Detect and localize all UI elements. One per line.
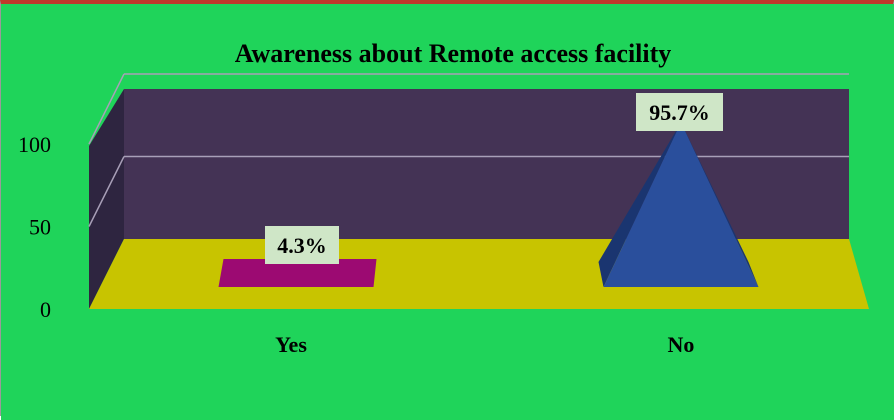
category-labels: Yes No	[275, 332, 694, 357]
chart-plot: Awareness about Remote access facility 0…	[1, 4, 894, 420]
y-tick-label: 50	[29, 215, 51, 240]
side-wall	[89, 89, 124, 309]
category-label-no: No	[668, 332, 695, 357]
category-label-yes: Yes	[275, 332, 307, 357]
data-label-text: 95.7%	[649, 100, 710, 125]
y-axis-ticks: 0 50 100	[18, 132, 51, 322]
gridlines	[88, 73, 849, 227]
data-label: 95.7%	[636, 93, 723, 131]
data-label: 4.3%	[265, 226, 339, 264]
back-wall	[124, 89, 849, 239]
data-label-box	[636, 93, 723, 131]
data-labels: 4.3% 95.7%	[265, 93, 723, 264]
data-label-text: 4.3%	[277, 233, 327, 258]
bars	[218, 122, 759, 288]
bar-no-shade	[598, 122, 681, 288]
y-tick-label: 100	[18, 132, 51, 157]
bar-no	[603, 122, 759, 288]
gridline-side	[88, 73, 125, 145]
bar-no-side	[681, 122, 759, 288]
gridline-side	[88, 156, 125, 227]
y-tick-label: 0	[40, 297, 51, 322]
data-label-box	[265, 226, 339, 264]
bar-yes	[218, 259, 377, 287]
chart-title: Awareness about Remote access facility	[235, 39, 672, 68]
